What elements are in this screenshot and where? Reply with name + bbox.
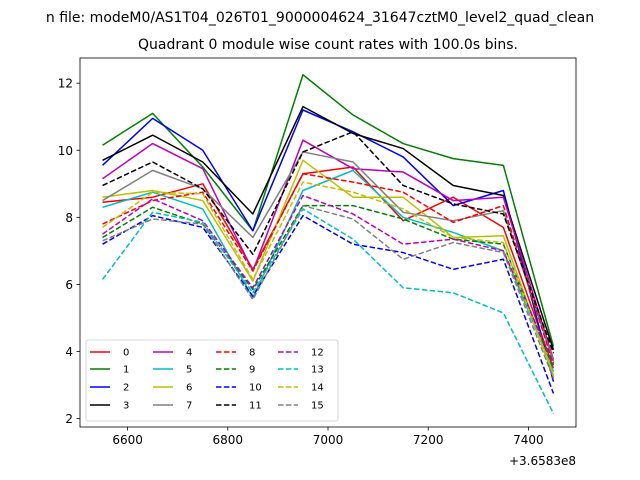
legend-label-4: 4 xyxy=(186,348,192,359)
series-line-15 xyxy=(102,204,555,379)
x-tick-label: 7200 xyxy=(413,433,444,447)
chart-suptitle: n file: modeM0/AS1T04_026T01_9000004624_… xyxy=(46,10,594,26)
series-line-6 xyxy=(102,159,555,376)
series-line-4 xyxy=(102,139,555,361)
legend-label-10: 10 xyxy=(249,383,262,394)
legend-label-7: 7 xyxy=(186,401,192,412)
legend-label-11: 11 xyxy=(249,401,262,412)
x-tick-label: 6600 xyxy=(112,433,143,447)
legend-label-9: 9 xyxy=(249,365,255,376)
legend-label-6: 6 xyxy=(186,383,192,394)
series-layer xyxy=(101,74,555,414)
legend-label-15: 15 xyxy=(311,401,324,412)
series-line-0 xyxy=(102,166,555,369)
legend-label-8: 8 xyxy=(249,348,255,359)
legend-box xyxy=(85,339,339,422)
x-tick-label: 7000 xyxy=(313,433,344,447)
x-offset-label: +3.6583e8 xyxy=(509,454,576,468)
series-line-1 xyxy=(102,74,555,347)
series-line-11 xyxy=(102,131,555,354)
legend-label-2: 2 xyxy=(123,383,129,394)
x-tick-label: 6800 xyxy=(213,433,244,447)
series-line-9 xyxy=(102,204,555,369)
chart-title: Quadrant 0 module wise count rates with … xyxy=(138,37,518,53)
legend-label-0: 0 xyxy=(123,348,129,359)
x-axis: 6600 6800 7000 7200 7400 xyxy=(112,427,544,447)
series-line-7 xyxy=(102,151,555,362)
legend-label-13: 13 xyxy=(311,365,324,376)
legend-label-1: 1 xyxy=(123,365,129,376)
y-tick-label: 8 xyxy=(65,211,73,225)
legend-label-3: 3 xyxy=(123,401,129,412)
series-line-5 xyxy=(102,169,555,372)
y-tick-label: 2 xyxy=(65,412,73,426)
series-line-14 xyxy=(102,181,555,377)
legend-label-5: 5 xyxy=(186,365,192,376)
legend-label-14: 14 xyxy=(311,383,324,394)
y-tick-label: 4 xyxy=(65,345,73,359)
y-axis: 2 4 6 8 10 12 xyxy=(58,77,80,426)
y-tick-label: 10 xyxy=(58,144,73,158)
series-line-8 xyxy=(102,172,555,366)
legend-label-12: 12 xyxy=(311,348,324,359)
series-line-12 xyxy=(102,194,555,364)
series-line-13 xyxy=(101,208,555,414)
series-line-3 xyxy=(102,105,555,351)
y-tick-label: 12 xyxy=(58,77,73,91)
y-tick-label: 6 xyxy=(65,278,73,292)
x-tick-label: 7400 xyxy=(513,433,544,447)
